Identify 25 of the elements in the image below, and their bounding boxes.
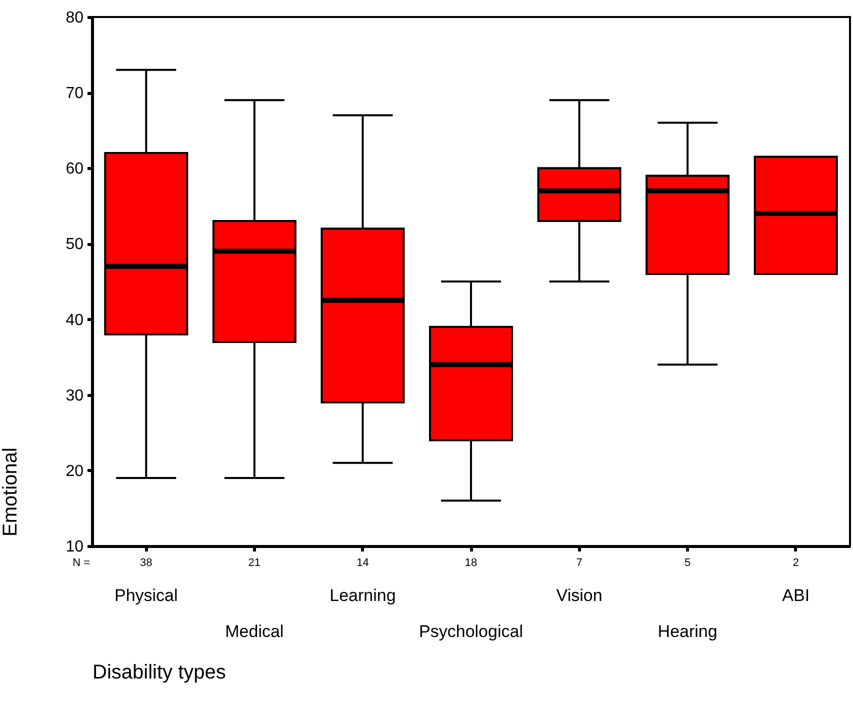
- text: 5: [684, 557, 691, 569]
- y-tick-label: 40: [66, 312, 84, 329]
- x-tick-label: Learning: [330, 586, 396, 605]
- x-tick-label: Physical: [114, 586, 178, 605]
- text: 7: [576, 557, 582, 569]
- x-tick-label: ABI: [782, 586, 810, 605]
- y-tick-label: 30: [66, 387, 84, 404]
- text: 18: [464, 557, 478, 569]
- y-tick-label: 50: [66, 236, 84, 254]
- x-tick-label: Psychological: [419, 622, 523, 641]
- text: 2: [792, 557, 799, 569]
- y-axis-title: Emotional: [0, 448, 22, 536]
- y-tick-label: 20: [66, 462, 84, 480]
- y-tick-label: 70: [66, 85, 84, 102]
- x-tick-label: Hearing: [658, 622, 718, 641]
- y-tick-label: 10: [66, 538, 84, 556]
- x-tick-label: Vision: [556, 586, 602, 605]
- x-axis-title: Disability types: [92, 662, 226, 684]
- y-tick-label: 60: [66, 160, 84, 178]
- text: 21: [248, 557, 261, 569]
- text: 14: [356, 557, 369, 569]
- y-tick-label: 80: [66, 10, 84, 26]
- text: N =: [72, 557, 90, 569]
- x-tick-label: Medical: [225, 622, 284, 641]
- text: 38: [140, 557, 152, 569]
